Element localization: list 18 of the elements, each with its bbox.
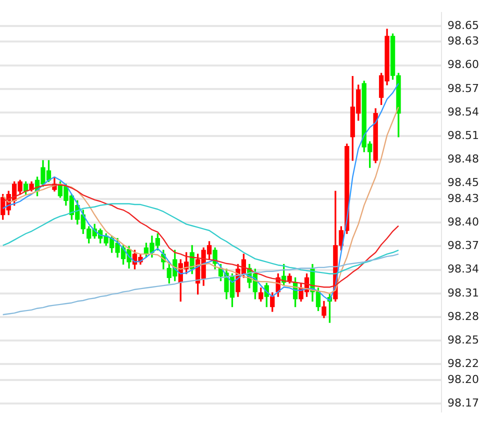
y-tick-label: 98.48 [448,152,480,166]
y-tick-label: 98.37 [448,239,480,252]
y-tick-label: 98.45 [448,176,480,190]
y-tick-label: 98.25 [448,333,480,346]
y-tick-label: 98.60 [448,58,480,72]
y-tick-label: 98.63 [448,34,480,48]
y-tick-label: 98.57 [448,82,480,95]
y-tick-label: 98.22 [448,357,480,370]
y-tick-label: 98.34 [448,262,480,276]
y-tick-label: 98.20 [448,372,480,386]
y-tick-label: 98.28 [448,310,480,323]
y-tick-label: 98.54 [448,105,480,118]
y-tick-label: 98.31 [448,286,480,300]
y-tick-label: 98.65 [448,18,480,32]
y-tick-label: 98.51 [448,128,480,142]
y-tick-label: 98.17 [448,396,480,410]
y-tick-label: 98.40 [448,215,480,228]
y-tick-label: 98.43 [448,192,480,205]
